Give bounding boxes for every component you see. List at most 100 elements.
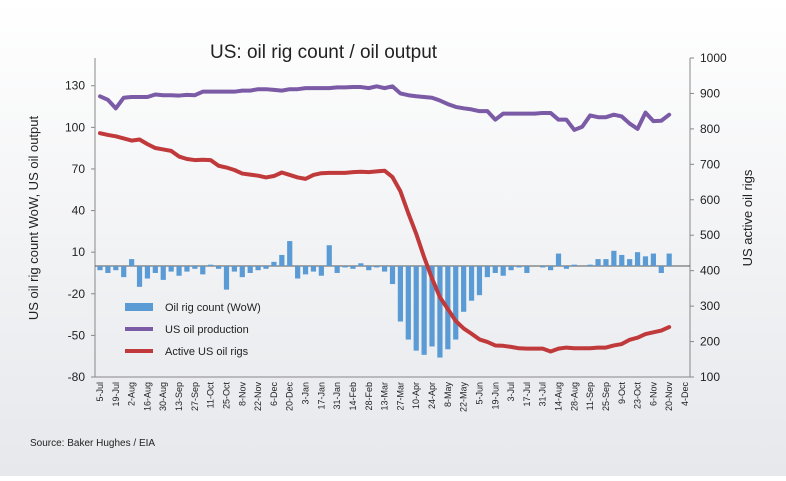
- x-tick-label: 24-Apr: [427, 382, 437, 409]
- x-tick-label: 13-Sep: [174, 382, 184, 411]
- x-tick-label: 8-May: [443, 382, 453, 408]
- x-tick-label: 5-Jun: [474, 382, 484, 405]
- x-tick-label: 25-Sep: [601, 382, 611, 411]
- bar: [113, 266, 119, 271]
- y2-tick-label: 300: [700, 299, 720, 313]
- y-tick-label: 10: [72, 245, 86, 259]
- legend-swatch: [125, 303, 153, 311]
- bar: [192, 266, 198, 269]
- x-tick-label: 22-May: [459, 382, 469, 413]
- y-tick-label: 100: [65, 120, 85, 134]
- bar: [358, 263, 364, 267]
- x-tick-label: 20-Dec: [285, 382, 295, 412]
- bar: [453, 266, 459, 340]
- bar: [650, 253, 656, 267]
- bar: [215, 266, 222, 269]
- bar: [144, 266, 151, 279]
- y2-tick-label: 100: [700, 370, 720, 384]
- bar: [302, 266, 309, 275]
- x-tick-label: 13-Mar: [380, 382, 390, 411]
- bar: [563, 266, 570, 269]
- bar: [611, 250, 617, 267]
- x-tick-label: 14-Feb: [348, 382, 358, 411]
- x-tick-label: 4-Dec: [680, 382, 690, 407]
- bar: [642, 256, 649, 267]
- bar: [587, 264, 593, 267]
- bar: [437, 266, 443, 358]
- bar: [310, 266, 317, 272]
- x-tick-label: 10-Apr: [411, 382, 421, 409]
- x-tick-label: 11-Sep: [585, 382, 595, 410]
- legend-label: Oil rig count (WoW): [165, 302, 261, 314]
- bar: [476, 266, 483, 296]
- y2-tick-label: 500: [700, 228, 720, 242]
- bar: [484, 266, 490, 278]
- bar: [152, 266, 158, 273]
- bar: [524, 266, 530, 273]
- bar: [658, 266, 664, 273]
- y2-tick-label: 1000: [700, 51, 727, 65]
- y2-tick-label: 200: [700, 335, 720, 349]
- x-tick-label: 17-Jul: [522, 382, 532, 407]
- source-note: Source: Baker Hughes / EIA: [30, 438, 155, 449]
- x-tick-label: 23-Oct: [633, 382, 643, 410]
- x-tick-label: 17-Jan: [316, 382, 326, 410]
- bar: [555, 253, 562, 267]
- bar: [603, 259, 609, 267]
- bar: [279, 254, 285, 267]
- bar: [619, 254, 625, 267]
- x-tick-label: 31-Jul: [538, 382, 548, 407]
- bar: [540, 266, 546, 268]
- bar: [168, 266, 174, 272]
- y2-tick-label: 900: [700, 86, 720, 100]
- bar: [548, 266, 554, 271]
- line: [98, 84, 672, 132]
- x-tick-label: 3-Jan: [301, 382, 311, 405]
- legend-label: US oil production: [165, 324, 249, 336]
- bar: [271, 261, 277, 267]
- bar: [366, 266, 372, 271]
- bar: [516, 266, 522, 268]
- bar: [334, 266, 340, 273]
- bar: [129, 259, 135, 267]
- bar: [374, 266, 380, 268]
- bar: [595, 259, 601, 267]
- bar: [208, 264, 214, 267]
- bar: [571, 264, 577, 267]
- x-tick-label: 25-Oct: [221, 382, 231, 410]
- bar: [389, 266, 396, 285]
- bar: [97, 266, 103, 271]
- x-tick-label: 6-Nov: [648, 382, 658, 407]
- y-tick-label: -50: [68, 328, 86, 342]
- bar: [247, 266, 253, 273]
- x-tick-label: 22-Nov: [253, 382, 263, 412]
- bar: [413, 266, 419, 351]
- bar: [136, 266, 143, 287]
- x-tick-label: 5-Jul: [95, 382, 105, 402]
- bar: [255, 266, 261, 271]
- y2-tick-label: 600: [700, 193, 720, 207]
- bar: [160, 266, 166, 280]
- x-tick-label: 27-Sep: [190, 382, 200, 411]
- x-tick-label: 8-Nov: [237, 382, 247, 407]
- x-tick-label: 19-Jun: [490, 382, 500, 410]
- x-tick-label: 3-Jul: [506, 382, 516, 402]
- bar: [381, 266, 388, 272]
- bar: [326, 245, 332, 267]
- x-tick-label: 16-Aug: [142, 382, 152, 411]
- bar: [184, 266, 190, 272]
- bar: [634, 252, 641, 267]
- y2-tick-label: 400: [700, 264, 720, 278]
- x-tick-label: 28-Feb: [364, 382, 374, 411]
- x-tick-label: 6-Dec: [269, 382, 279, 407]
- x-tick-label: 31-Jan: [332, 382, 342, 410]
- y-tick-label: -20: [68, 287, 86, 301]
- bar: [318, 266, 324, 276]
- x-tick-label: 28-Aug: [569, 382, 579, 411]
- x-tick-label: 19-Jul: [111, 382, 121, 407]
- x-tick-label: 27-Mar: [395, 382, 405, 411]
- x-tick-label: 11-Oct: [206, 382, 216, 409]
- bar: [468, 266, 475, 301]
